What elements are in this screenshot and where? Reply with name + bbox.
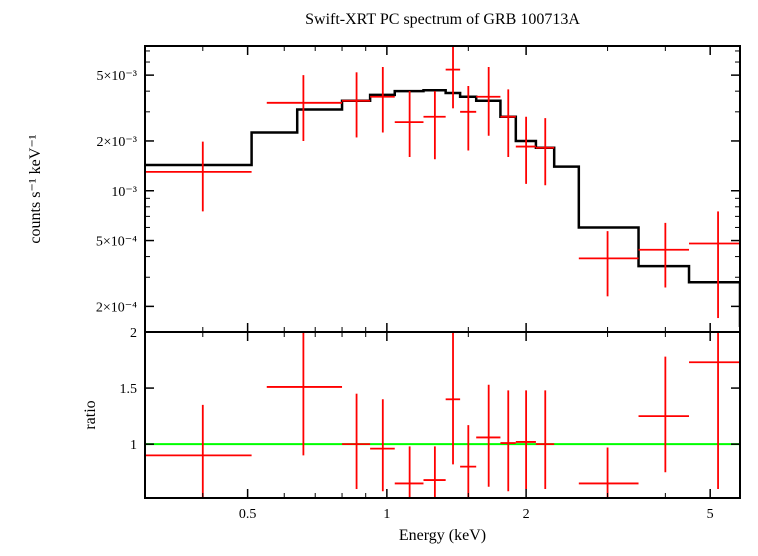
y-tick-label-bottom: 2: [130, 326, 137, 341]
y-tick-label-top: 5×10⁻⁴: [96, 235, 137, 250]
y-tick-label-top: 5×10⁻³: [97, 69, 137, 84]
x-tick-label: 5: [707, 507, 714, 522]
y-axis-label-bottom: ratio: [82, 400, 99, 429]
y-tick-label-top: 10⁻³: [111, 185, 137, 200]
y-tick-label-bottom: 1: [130, 438, 137, 453]
y-tick-label-top: 2×10⁻³: [97, 135, 137, 150]
y-tick-label-top: 2×10⁻⁴: [96, 300, 137, 315]
bottom-panel-frame: [145, 332, 740, 498]
top-panel-content: [145, 46, 740, 327]
x-axis-label: Energy (keV): [399, 527, 486, 544]
x-tick-label: 1: [383, 507, 390, 522]
y-axis-label-top: counts s⁻¹ keV⁻¹: [27, 134, 44, 243]
model-line: [145, 90, 740, 327]
x-tick-label: 2: [523, 507, 530, 522]
bottom-panel-content: [145, 332, 740, 498]
x-tick-label: 0.5: [239, 507, 257, 522]
y-tick-label-bottom: 1.5: [120, 382, 138, 397]
chart-title: Swift-XRT PC spectrum of GRB 100713A: [305, 11, 580, 28]
spectrum-chart: Swift-XRT PC spectrum of GRB 100713A 0.5 1…: [0, 0, 758, 556]
top-panel-frame: [145, 46, 740, 332]
